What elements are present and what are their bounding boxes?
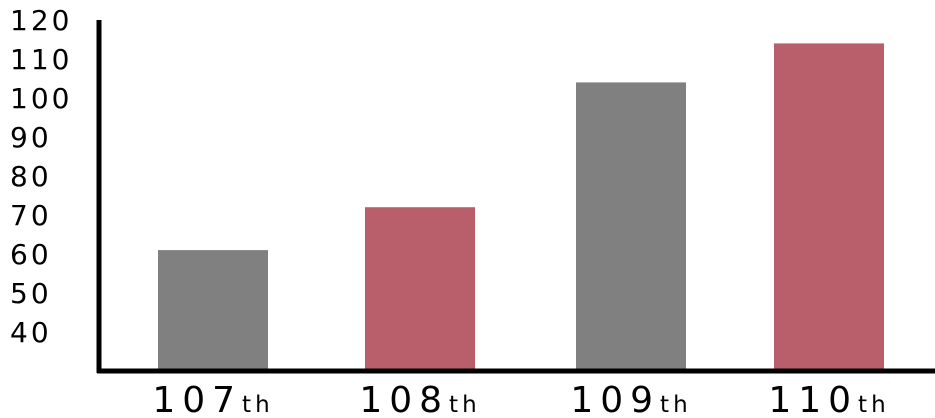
y-tick-label: 90	[10, 121, 52, 154]
x-tick-label: 110th	[768, 380, 889, 418]
axes-group	[96, 20, 935, 374]
x-tick-suffix: th	[242, 392, 274, 418]
x-tick-number: 108	[359, 380, 449, 418]
bar	[158, 250, 268, 371]
bar	[576, 82, 686, 372]
x-tick-label: 107th	[152, 380, 273, 418]
y-tick-label: 70	[10, 199, 52, 232]
bars-group	[158, 43, 884, 372]
y-tick-label: 110	[10, 43, 72, 76]
x-tick-label: 108th	[359, 380, 480, 418]
y-tick-label: 40	[10, 316, 52, 349]
x-tick-suffix: th	[660, 392, 692, 418]
y-tick-label: 60	[10, 238, 52, 271]
y-tick-label: 50	[10, 277, 52, 310]
x-tick-label: 109th	[570, 380, 691, 418]
y-tick-label: 120	[10, 4, 72, 37]
x-tick-number: 110	[768, 380, 858, 418]
x-tick-number: 107	[152, 380, 242, 418]
y-axis-tick-labels: 40 50 60 70 80 90 100 110 120	[10, 4, 72, 349]
x-tick-suffix: th	[449, 392, 481, 418]
bar	[365, 207, 475, 371]
x-axis-tick-labels: 107th 108th 109th 110th	[152, 380, 889, 418]
x-tick-suffix: th	[858, 392, 890, 418]
y-tick-label: 80	[10, 160, 52, 193]
bar	[774, 43, 884, 372]
y-tick-label: 100	[10, 82, 72, 115]
x-tick-number: 109	[570, 380, 660, 418]
